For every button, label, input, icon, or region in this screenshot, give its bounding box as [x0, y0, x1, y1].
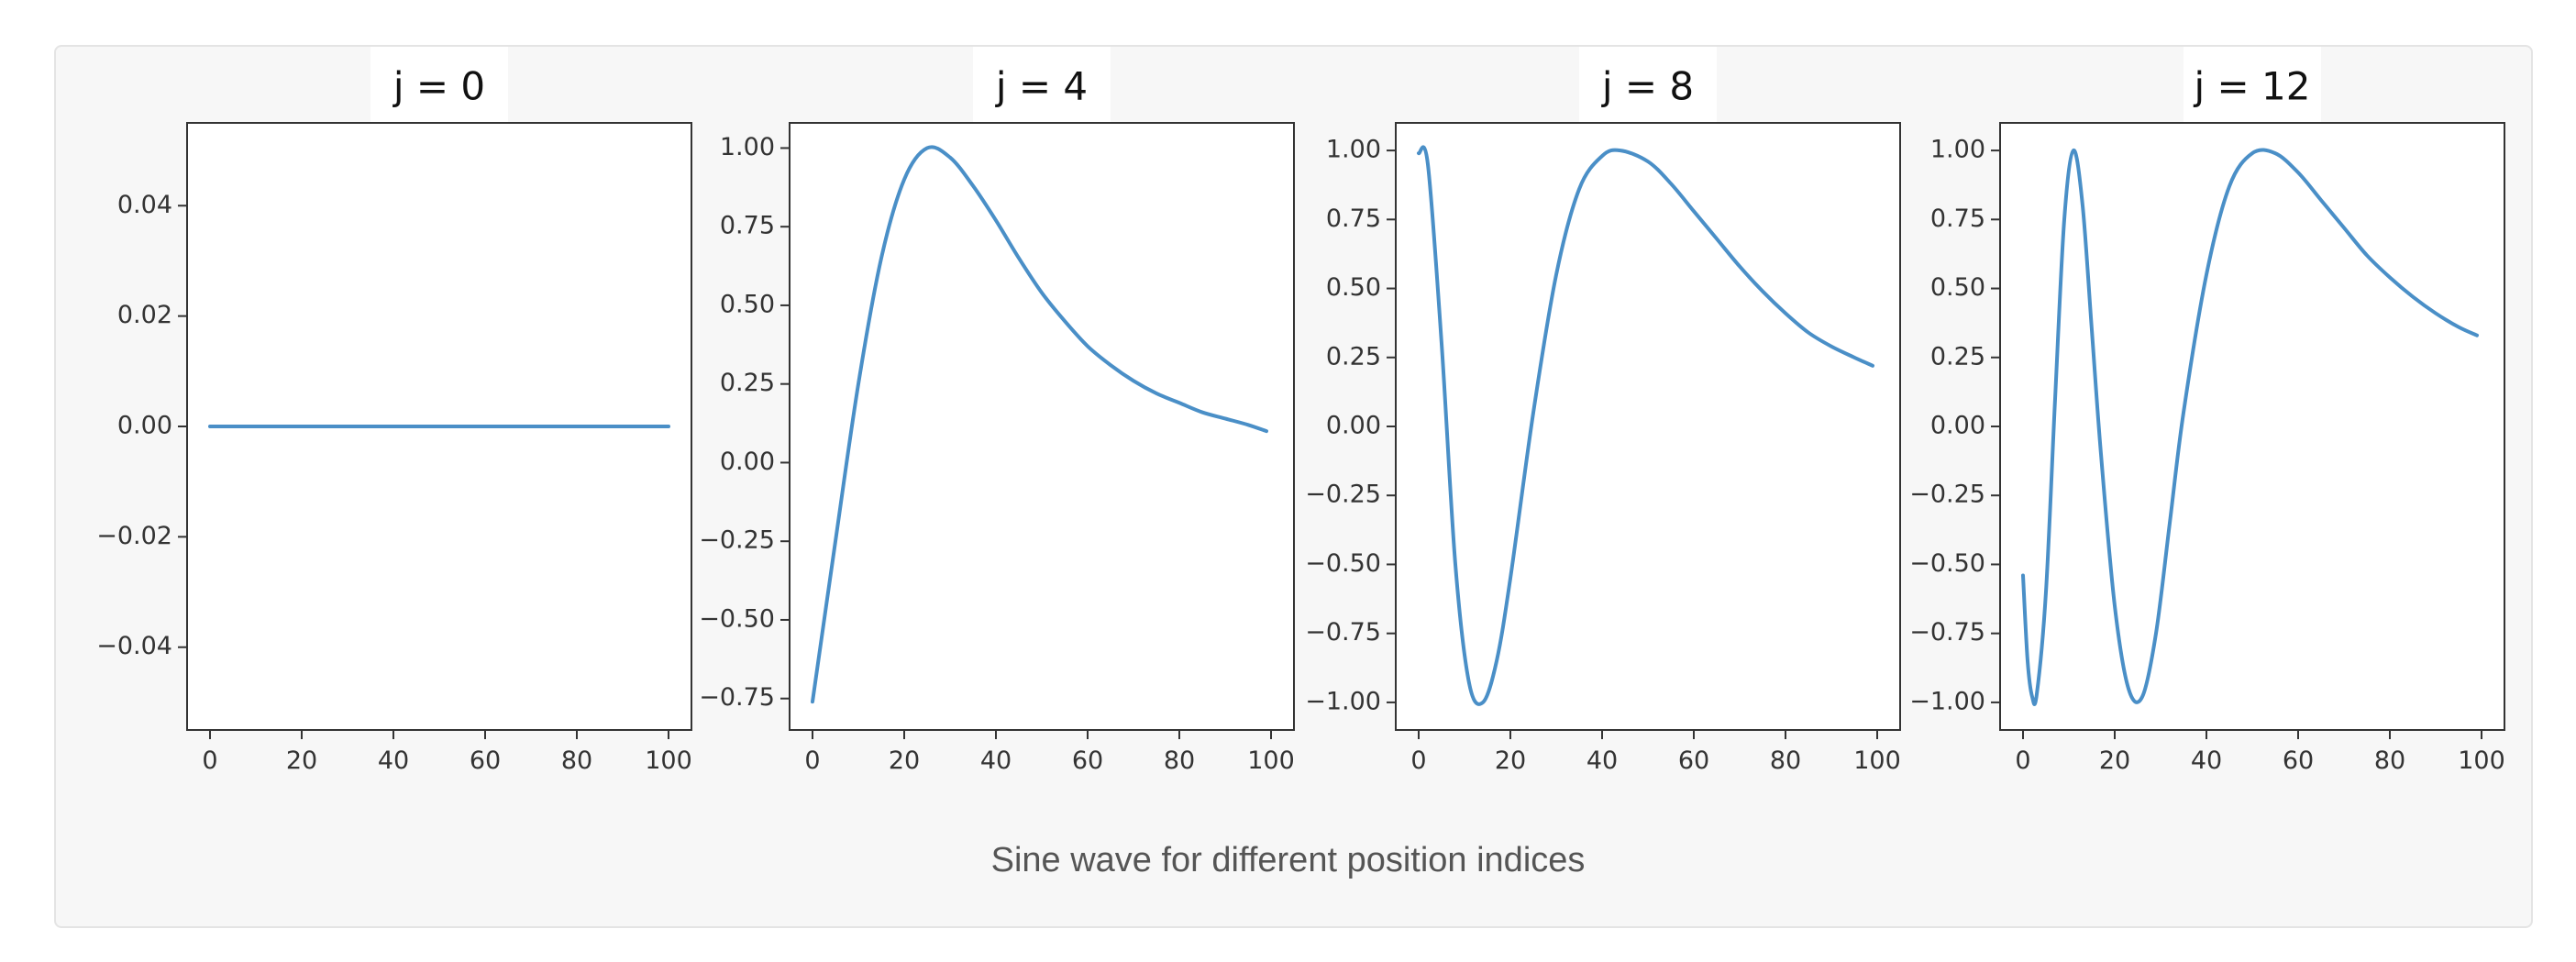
y-tick-label: 0.75	[720, 212, 775, 240]
y-tick-label: −0.25	[1305, 481, 1381, 509]
panel-title-tab	[1579, 47, 1717, 122]
y-tick-label: 1.00	[720, 133, 775, 161]
x-tick-label: 60	[2283, 746, 2314, 775]
x-tick-label: 60	[470, 746, 501, 775]
x-tick-label: 100	[1247, 746, 1295, 775]
y-tick-label: −0.75	[1305, 618, 1381, 647]
x-tick-label: 100	[2458, 746, 2505, 775]
y-tick-label: −0.02	[96, 522, 172, 550]
x-tick-label: 20	[889, 746, 920, 775]
y-tick-label: −1.00	[1909, 687, 1985, 715]
plot-area	[1999, 122, 2505, 731]
y-tick-label: 0.00	[1930, 412, 1985, 440]
series-line	[1417, 145, 1874, 706]
panel-4: j = 12 0 20 40 60 80 100 −1.00 −0.75 −0.50 −0.25 0.…	[1909, 47, 2505, 775]
x-tick-label: 0	[1410, 746, 1426, 775]
y-tick-label: 0.02	[117, 301, 172, 329]
panel-title: j = 12	[2193, 64, 2310, 109]
y-tick-label: 1.00	[1930, 136, 1985, 164]
x-tick-label: 20	[2099, 746, 2130, 775]
y-tick-label: −0.04	[96, 632, 172, 660]
x-tick-label: 80	[1770, 746, 1801, 775]
y-tick-label: −0.50	[699, 604, 775, 633]
y-tick-label: −1.00	[1305, 687, 1381, 715]
y-tick-label: 0.25	[720, 369, 775, 397]
panel-title-tab	[973, 47, 1111, 122]
y-tick-label: −0.25	[1909, 481, 1985, 509]
panel-title: j = 8	[1601, 64, 1694, 109]
panel-title: j = 0	[392, 64, 485, 109]
x-tick-label: 100	[645, 746, 692, 775]
x-tick-label: 40	[378, 746, 409, 775]
panel-title-tab	[370, 47, 508, 122]
y-tick-label: −0.50	[1305, 549, 1381, 578]
y-tick-label: 0.25	[1930, 342, 1985, 370]
y-tick-label: 0.04	[117, 191, 172, 219]
x-tick-label: 80	[2374, 746, 2405, 775]
y-tick-label: 0.50	[1326, 273, 1381, 302]
x-tick-label: 80	[1164, 746, 1195, 775]
panel-1: j = 0 0 20 40 60 80 100 −0.04 −0.02 0.00 0.02 0.04	[96, 47, 692, 775]
panel-title-tab	[2184, 47, 2321, 122]
series-line	[2021, 148, 2479, 706]
x-tick-label: 40	[2191, 746, 2222, 775]
x-tick-label: 0	[804, 746, 820, 775]
y-tick-label: 0.50	[720, 290, 775, 318]
y-tick-label: 0.75	[1930, 205, 1985, 233]
y-tick-label: 0.25	[1326, 342, 1381, 370]
x-tick-label: 40	[980, 746, 1012, 775]
y-tick-label: 0.00	[117, 412, 172, 440]
y-tick-label: 0.00	[720, 448, 775, 476]
y-tick-label: −0.25	[699, 526, 775, 555]
y-tick-label: −0.50	[1909, 549, 1985, 578]
figure-caption: Sine wave for different position indices	[990, 841, 1586, 879]
panel-3: j = 8 0 20 40 60 80 100 −1.00 −0.75 −0.50 −0.25 0.0…	[1305, 47, 1901, 775]
y-tick-label: 0.00	[1326, 412, 1381, 440]
x-tick-label: 0	[2015, 746, 2030, 775]
series-line	[811, 145, 1268, 704]
panel-2: j = 4 0 20 40 60 80 100 −0.75 −0.50 −0.25 0.00 0.25…	[699, 47, 1295, 775]
x-tick-label: 60	[1072, 746, 1103, 775]
x-tick-label: 20	[1495, 746, 1526, 775]
x-tick-label: 20	[286, 746, 317, 775]
y-tick-label: 1.00	[1326, 136, 1381, 164]
panel-title: j = 4	[995, 64, 1088, 109]
y-tick-label: −0.75	[1909, 618, 1985, 647]
y-tick-label: −0.75	[699, 683, 775, 712]
x-tick-label: 80	[561, 746, 592, 775]
y-tick-label: 0.50	[1930, 273, 1985, 302]
plot-area	[789, 122, 1295, 731]
plot-area	[1395, 122, 1901, 731]
x-tick-label: 0	[202, 746, 217, 775]
x-tick-label: 60	[1678, 746, 1709, 775]
x-tick-label: 40	[1587, 746, 1618, 775]
y-tick-label: 0.75	[1326, 205, 1381, 233]
x-tick-label: 100	[1853, 746, 1901, 775]
